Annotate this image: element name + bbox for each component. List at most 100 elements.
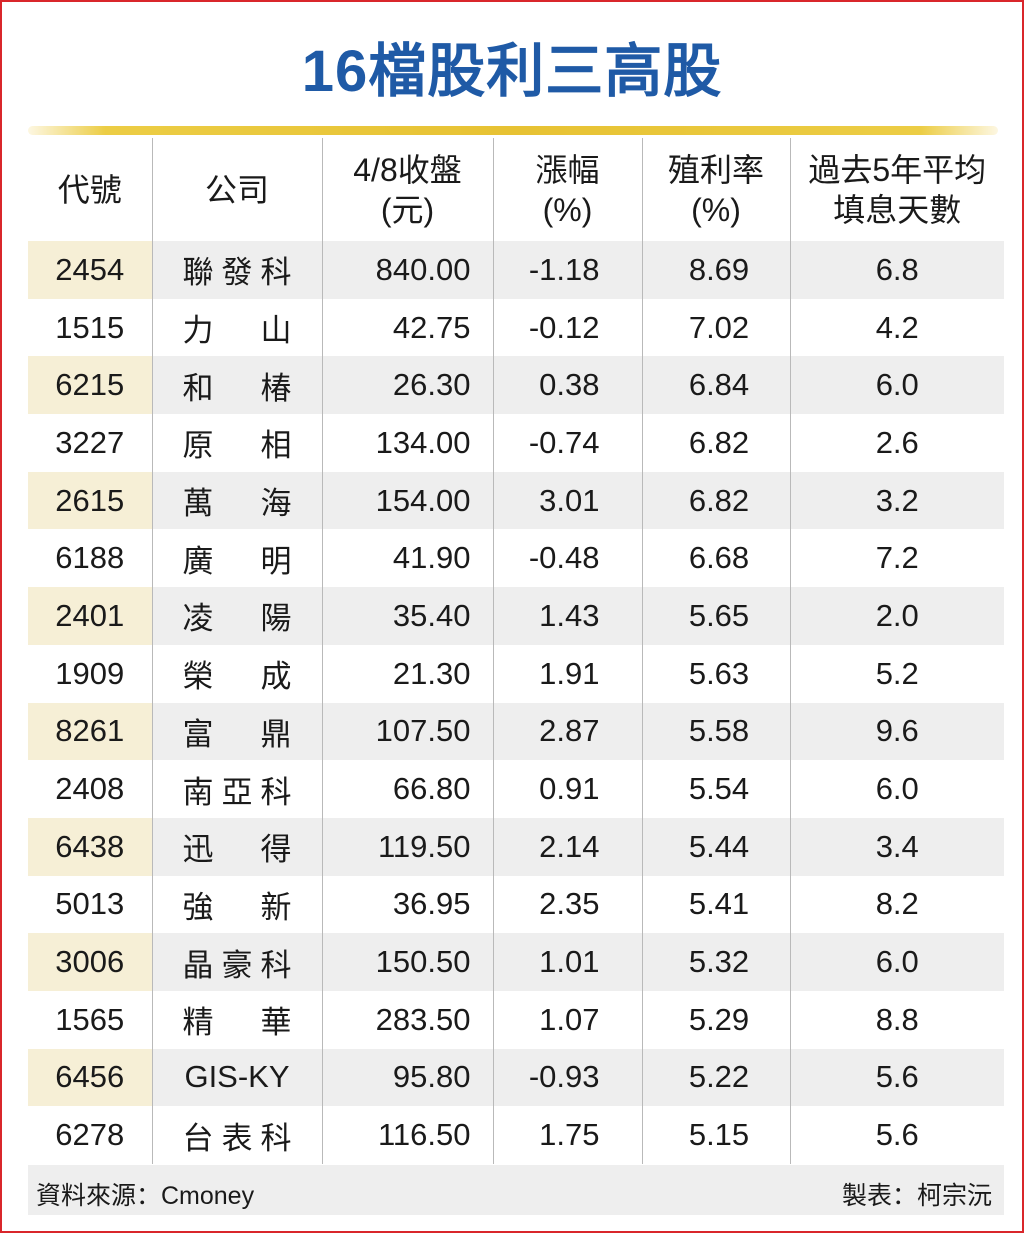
table-body: 2454 聯發科 840.00 -1.18 8.69 6.8 1515 力山 42.75 -0.1… [28, 241, 1004, 1164]
cell-change: 0.91 [492, 760, 642, 818]
cell-yield: 6.82 [641, 414, 790, 472]
table-row: 6438 迅得 119.50 2.14 5.44 3.4 [28, 817, 1004, 876]
cell-yield: 5.54 [641, 760, 790, 818]
table-row: 2401 凌陽 35.40 1.43 5.65 2.0 [28, 587, 1004, 645]
table-row: 6188 廣明 41.90 -0.48 6.68 7.2 [28, 529, 1004, 588]
cell-close: 119.50 [321, 817, 493, 876]
page-title: 16檔股利三高股 [301, 39, 723, 104]
cell-close: 66.80 [321, 760, 493, 818]
cell-code: 2401 [28, 587, 152, 645]
cell-days: 8.2 [789, 875, 1004, 934]
table-header-row: 代號 公司 4/8收盤 (元) 漲幅 (%) 殖利率 (%) 過去5年平均 填息天數 [28, 138, 1004, 241]
cell-company: 富鼎 [151, 702, 322, 761]
cell-change: 2.87 [492, 702, 642, 761]
cell-code: 8261 [28, 702, 152, 761]
cell-company: 和椿 [151, 356, 322, 415]
cell-yield: 5.44 [641, 817, 790, 876]
header-company: 公司 [151, 138, 322, 241]
cell-days: 3.2 [789, 471, 1004, 530]
cell-company: 精華 [151, 990, 322, 1049]
cell-yield: 5.22 [641, 1048, 790, 1107]
table-row: 6456 GIS-KY 95.80 -0.93 5.22 5.6 [28, 1048, 1004, 1107]
cell-company: GIS-KY [151, 1048, 322, 1107]
cell-code: 3006 [28, 933, 152, 991]
cell-change: 1.91 [492, 644, 642, 703]
credit-note: 製表：柯宗沅 [841, 1182, 992, 1210]
cell-code: 5013 [55, 886, 125, 922]
cell-change: 1.01 [492, 933, 642, 991]
cell-code: 2408 [55, 771, 125, 807]
cell-yield: 8.69 [641, 241, 790, 299]
cell-code: 6215 [28, 356, 152, 415]
cell-close: 154.00 [321, 471, 493, 530]
title-underline [28, 126, 998, 135]
cell-change: -1.18 [492, 241, 642, 299]
cell-close: 26.30 [321, 356, 493, 415]
dividend-stock-table: 代號 公司 4/8收盤 (元) 漲幅 (%) 殖利率 (%) 過去5年平均 填息天數 2… [28, 138, 1004, 1164]
cell-code: 6188 [55, 540, 125, 576]
cell-close: 41.90 [321, 529, 493, 588]
cell-company: 榮成 [151, 644, 322, 703]
cell-close: 35.40 [321, 587, 493, 645]
cell-code: 2454 [28, 241, 152, 299]
cell-yield: 5.65 [641, 587, 790, 645]
footer: 資料來源：Cmoney 製表：柯宗沅 [28, 1165, 1004, 1215]
cell-close: 95.80 [321, 1048, 493, 1107]
cell-company: 凌陽 [151, 587, 322, 645]
cell-days: 5.2 [789, 644, 1004, 703]
cell-company: 力山 [151, 298, 322, 357]
cell-code: 6456 [28, 1048, 152, 1107]
header-close: 4/8收盤 (元) [321, 138, 493, 241]
cell-change: -0.93 [492, 1048, 642, 1107]
source-note: 資料來源：Cmoney [36, 1182, 255, 1210]
cell-change: 0.38 [492, 356, 642, 415]
cell-yield: 5.58 [641, 702, 790, 761]
cell-company: 迅得 [151, 817, 322, 876]
cell-change: -0.74 [492, 414, 642, 472]
header-change: 漲幅 (%) [492, 138, 642, 241]
header-yield: 殖利率 (%) [641, 138, 790, 241]
cell-days: 6.0 [789, 933, 1004, 991]
header-days: 過去5年平均 填息天數 [789, 138, 1004, 241]
cell-close: 36.95 [321, 875, 493, 934]
cell-close: 116.50 [321, 1106, 493, 1164]
table-row: 1515 力山 42.75 -0.12 7.02 4.2 [28, 298, 1004, 357]
cell-company: 南亞科 [151, 760, 322, 818]
table-row: 2615 萬海 154.00 3.01 6.82 3.2 [28, 471, 1004, 530]
cell-code: 1909 [55, 655, 125, 691]
table-row: 1909 榮成 21.30 1.91 5.63 5.2 [28, 644, 1004, 703]
cell-close: 21.30 [321, 644, 493, 703]
table-row: 3227 原相 134.00 -0.74 6.82 2.6 [28, 414, 1004, 472]
cell-days: 2.6 [789, 414, 1004, 472]
table-row: 5013 強新 36.95 2.35 5.41 8.2 [28, 875, 1004, 934]
cell-days: 7.2 [789, 529, 1004, 588]
cell-yield: 7.02 [641, 298, 790, 357]
cell-yield: 5.32 [641, 933, 790, 991]
cell-days: 6.0 [789, 356, 1004, 415]
cell-close: 840.00 [321, 241, 493, 299]
cell-change: -0.48 [492, 529, 642, 588]
cell-yield: 6.68 [641, 529, 790, 588]
table-row: 3006 晶豪科 150.50 1.01 5.32 6.0 [28, 933, 1004, 991]
cell-company: 台表科 [151, 1106, 322, 1164]
cell-change: 1.43 [492, 587, 642, 645]
cell-company: 廣明 [151, 529, 322, 588]
cell-days: 3.4 [789, 817, 1004, 876]
cell-days: 6.8 [789, 241, 1004, 299]
cell-company: 強新 [151, 875, 322, 934]
table-row: 6215 和椿 26.30 0.38 6.84 6.0 [28, 356, 1004, 415]
cell-code: 3227 [55, 424, 125, 460]
table-row: 8261 富鼎 107.50 2.87 5.58 9.6 [28, 702, 1004, 761]
cell-company: 晶豪科 [151, 933, 322, 991]
cell-close: 134.00 [321, 414, 493, 472]
cell-code: 2615 [28, 471, 152, 530]
cell-change: 1.75 [492, 1106, 642, 1164]
cell-company: 聯發科 [151, 241, 322, 299]
cell-close: 42.75 [321, 298, 493, 357]
cell-yield: 5.15 [641, 1106, 790, 1164]
cell-code: 6438 [28, 817, 152, 876]
cell-close: 150.50 [321, 933, 493, 991]
cell-code: 6278 [55, 1117, 125, 1153]
cell-company: 萬海 [151, 471, 322, 530]
